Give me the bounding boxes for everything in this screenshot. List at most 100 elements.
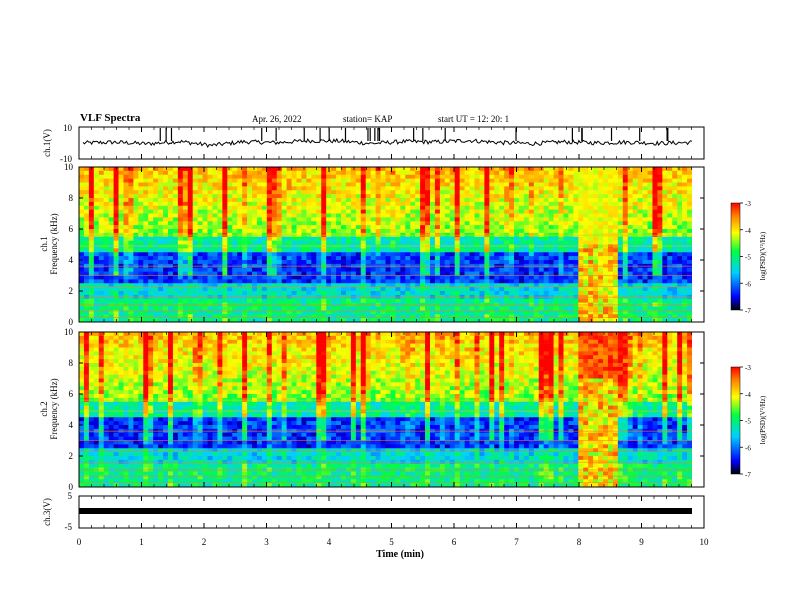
spectrogram-cell	[345, 186, 352, 191]
spectrogram-cell	[217, 244, 223, 249]
spectrogram-cell	[400, 236, 406, 241]
spectrogram-cell	[98, 229, 105, 234]
spectrogram-cell	[93, 186, 100, 191]
spectrogram-cell	[143, 298, 149, 303]
spectrogram-cell	[133, 256, 139, 261]
spectrogram-cell	[573, 217, 579, 222]
spectrogram-cell	[143, 314, 149, 319]
spectrogram-cell	[390, 170, 396, 176]
spectrogram-cell	[588, 240, 594, 245]
spectrogram-cell	[543, 252, 549, 257]
spectrogram-cell	[538, 256, 544, 261]
spectrogram-cell	[652, 260, 658, 265]
spectrogram-cell	[350, 256, 357, 261]
spectrogram-cell	[207, 221, 213, 226]
spectrogram-cell	[588, 318, 594, 323]
spectrogram-cell	[266, 194, 273, 199]
spectrogram-cell	[573, 318, 579, 323]
spectrogram-cell	[667, 194, 673, 199]
spectrogram-cell	[657, 291, 663, 296]
spectrogram-cell	[533, 178, 540, 183]
spectrogram-cell	[360, 291, 367, 296]
spectrogram-cell	[172, 209, 179, 214]
spectrogram-cell	[622, 225, 629, 230]
spectrogram-cell	[543, 279, 549, 284]
spectrogram-cell	[553, 236, 559, 241]
spectrogram-cell	[632, 310, 638, 315]
spectrogram-cell	[405, 271, 411, 276]
spectrogram-cell	[133, 167, 139, 172]
spectrogram-cell	[627, 298, 633, 303]
spectrogram-cell	[380, 178, 386, 183]
spectrogram-cell	[622, 229, 629, 234]
spectrogram-cell	[222, 275, 228, 280]
spectrogram-cell	[514, 314, 520, 319]
spectrogram-cell	[375, 186, 381, 191]
spectrogram-cell	[558, 314, 564, 319]
spectrogram-cell	[672, 275, 678, 280]
spectrogram-cell	[434, 314, 441, 319]
spectrogram-cell	[543, 310, 549, 315]
spectrogram-cell	[410, 244, 416, 249]
spectrogram-cell	[449, 167, 456, 172]
spectrogram-cell	[553, 252, 559, 257]
spectrogram-cell	[79, 201, 85, 207]
spectrogram-cell	[538, 194, 544, 199]
spectrogram-cell	[237, 236, 243, 241]
spectrogram-cell	[533, 182, 540, 187]
spectrogram-cell	[336, 291, 342, 296]
spectrogram-cell	[632, 178, 638, 183]
spectrogram-cell	[583, 236, 589, 241]
spectrogram-cell	[642, 198, 648, 203]
spectrogram-cell	[657, 287, 663, 292]
spectrogram-cell	[281, 225, 287, 230]
spectrogram-cell	[128, 279, 134, 284]
spectrogram-cell	[662, 318, 668, 323]
spectrogram-cell	[548, 291, 554, 296]
spectrogram-cell	[123, 275, 129, 280]
spectrogram-cell	[336, 209, 342, 214]
spectrogram-cell	[227, 271, 233, 276]
spectrogram-cell	[425, 256, 431, 261]
spectrogram-cell	[252, 194, 258, 199]
spectrogram-cell	[667, 318, 673, 323]
spectrogram-cell	[79, 167, 85, 172]
spectrogram-cell	[93, 291, 100, 296]
spectrogram-cell	[499, 209, 505, 214]
spectrogram-cell	[83, 194, 90, 199]
spectrogram-cell	[420, 275, 426, 280]
spectrogram-cell	[360, 221, 367, 226]
spectrogram-cell	[385, 167, 391, 172]
spectrogram-cell	[583, 182, 589, 187]
spectrogram-cell	[672, 205, 678, 210]
spectrogram-cell	[514, 201, 520, 207]
spectrogram-cell	[341, 194, 347, 199]
spectrogram-cell	[558, 194, 564, 199]
spectrogram-cell	[108, 248, 114, 253]
spectrogram-cell	[345, 248, 352, 253]
spectrogram-cell	[108, 279, 114, 284]
spectrogram-cell	[311, 287, 317, 292]
spectrogram-cell	[375, 260, 381, 265]
spectrogram-cell	[217, 229, 223, 234]
spectrogram-cell	[385, 194, 391, 199]
spectrogram-cell	[252, 201, 258, 207]
spectrogram-cell	[103, 275, 109, 280]
spectrogram-cell	[578, 190, 584, 195]
spectrogram-cell	[578, 213, 584, 218]
spectrogram-cell	[439, 279, 446, 284]
spectrogram-cell	[148, 182, 154, 187]
spectrogram-cell	[187, 240, 193, 245]
spectrogram-cell	[415, 275, 421, 280]
spectrogram-cell	[489, 236, 495, 241]
spectrogram-cell	[415, 178, 421, 183]
spectrogram-cell	[88, 298, 95, 303]
spectrogram-cell	[647, 217, 653, 222]
spectrogram-cell	[296, 213, 302, 218]
spectrogram-cell	[291, 283, 297, 288]
spectrogram-cell	[425, 221, 431, 226]
spectrogram-cell	[153, 306, 159, 311]
spectrogram-cell	[336, 314, 342, 319]
spectrogram-cell	[593, 279, 599, 284]
spectrogram-cell	[425, 178, 431, 183]
